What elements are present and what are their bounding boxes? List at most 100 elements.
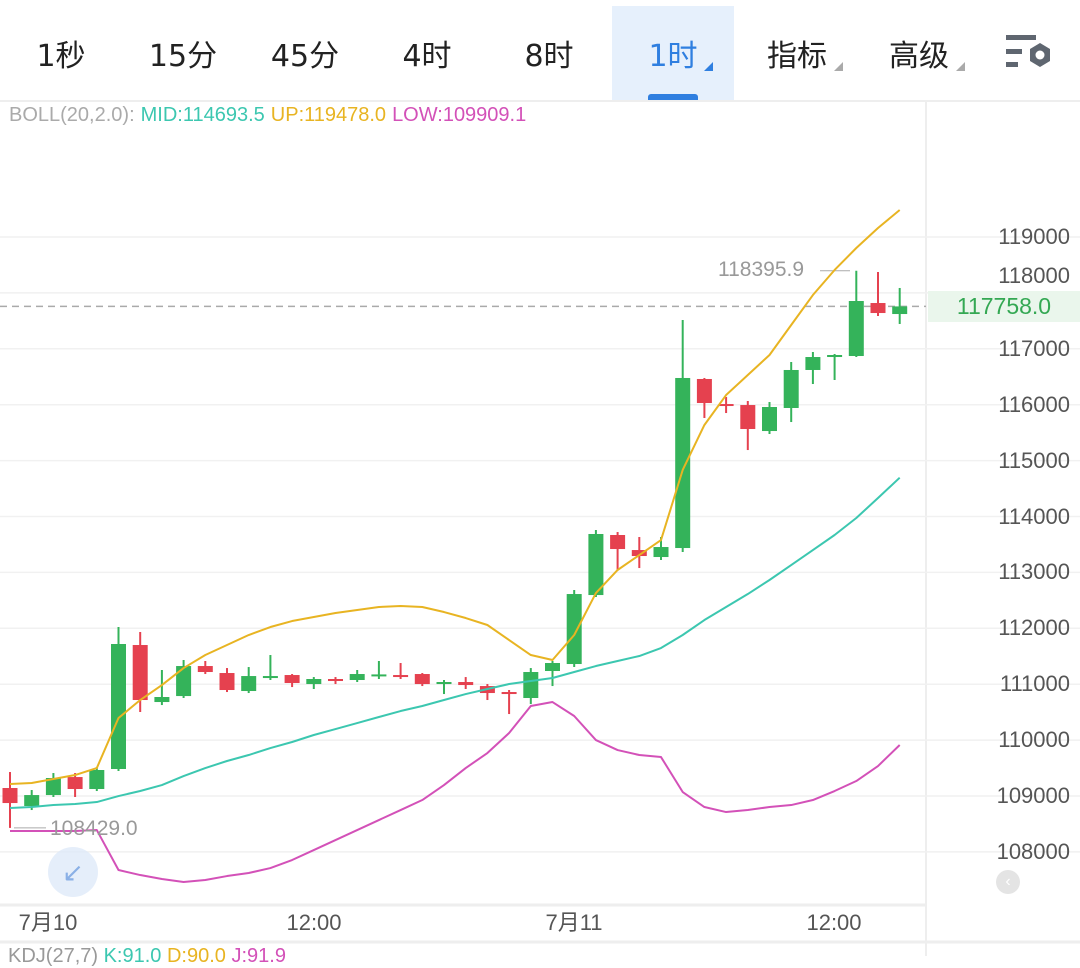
price-tick: 113000 (998, 559, 1070, 585)
candle-up (566, 594, 582, 665)
dropdown-triangle-icon (704, 62, 713, 71)
candle-up (436, 682, 452, 685)
boll-mid: MID:114693.5 (140, 104, 265, 126)
tab-label: 15分 (148, 39, 218, 74)
tab-8h[interactable]: 8时 (488, 6, 610, 100)
candle-down (414, 674, 430, 685)
candle-up (241, 676, 257, 692)
current-price-label: 117758.0 (928, 291, 1080, 322)
candle-down (2, 788, 18, 804)
boll-mid-line (9, 476, 901, 810)
candle-down (132, 645, 148, 701)
price-tick: 110000 (998, 727, 1070, 753)
candle-up (371, 674, 387, 677)
tab-label: 8时 (524, 39, 574, 74)
tab-15m[interactable]: 15分 (122, 6, 244, 100)
candle-down (696, 378, 712, 404)
candle-down (67, 777, 83, 790)
tab-label: 45分 (270, 39, 340, 74)
price-tick: 118000 (998, 263, 1070, 288)
price-tick: 111000 (999, 671, 1070, 697)
tab-1h[interactable]: 1时 (612, 6, 734, 100)
time-label: 12:00 (806, 910, 862, 935)
boll-low: LOW:109909.1 (392, 104, 527, 126)
candle-up (892, 306, 908, 315)
candle-up (306, 679, 322, 685)
dropdown-triangle-icon (834, 62, 843, 71)
kdj-label: KDJ(27,7) (8, 945, 99, 967)
kdj-j: J:91.9 (231, 945, 286, 967)
candle-down (631, 550, 647, 557)
time-label: 12:00 (286, 910, 342, 935)
tab-label: 指标 (767, 39, 827, 74)
time-label: 7月10 (18, 910, 78, 935)
tab-45m[interactable]: 45分 (244, 6, 366, 100)
candle-up (523, 672, 539, 699)
tab-4h[interactable]: 4时 (366, 6, 488, 100)
tab-label: 1时 (648, 39, 698, 74)
kdj-legend: KDJ(27,7) K:91.0 D:90.0 J:91.9 (8, 944, 286, 968)
selected-indicator (648, 94, 698, 100)
tab-advanced[interactable]: 高级 (858, 6, 980, 100)
tab-1s[interactable]: 1秒 (0, 6, 122, 100)
chart-settings-icon[interactable] (1004, 32, 1054, 72)
dropdown-triangle-icon (956, 62, 965, 71)
candle-down (740, 405, 756, 430)
tab-label: 高级 (889, 39, 949, 74)
boll-legend: BOLL(20,2.0): MID:114693.5 UP:119478.0 LOW:… (9, 104, 532, 127)
candle-up (783, 369, 799, 408)
candle-down (197, 666, 213, 673)
arrow-down-left-icon: ↙ (62, 856, 84, 887)
boll-up: UP:119478.0 (270, 104, 387, 126)
boll-low-line (10, 701, 901, 884)
candle-up (848, 301, 864, 357)
candle-down (501, 692, 517, 695)
candle-up (89, 770, 105, 790)
candle-down (284, 675, 300, 684)
candle-up (111, 644, 126, 770)
tab-label: 4时 (402, 39, 452, 74)
price-tick: 115000 (998, 447, 1070, 473)
time-label: 7月11 (545, 910, 603, 935)
price-tick: 119000 (998, 224, 1070, 249)
kdj-d: D:90.0 (166, 945, 226, 967)
price-tick: 117000 (998, 335, 1070, 361)
candle-up (827, 355, 843, 358)
candle-down (219, 673, 235, 691)
candle-up (762, 406, 777, 432)
high-price-marker: 118395.9 (718, 258, 805, 281)
candle-down (458, 682, 474, 686)
back-to-latest-button[interactable]: ↙ (48, 847, 98, 897)
candle-down (393, 675, 409, 678)
chevron-left-icon: ‹ (1005, 873, 1011, 890)
candle-up (154, 697, 170, 703)
candle-up (45, 778, 61, 796)
candle-up (675, 377, 691, 549)
tab-label: 1秒 (36, 39, 86, 74)
candle-up (653, 547, 669, 558)
low-price-marker: 108429.0 (50, 817, 138, 840)
boll-up-line (9, 209, 901, 786)
candle-up (805, 357, 821, 370)
candle-down (718, 404, 734, 407)
candle-up (349, 674, 365, 681)
candle-up (545, 663, 560, 672)
candle-up (588, 533, 604, 596)
scroll-left-button[interactable]: ‹ (996, 870, 1020, 894)
kdj-k: K:91.0 (103, 945, 162, 967)
price-tick: 114000 (998, 503, 1070, 529)
candle-down (870, 303, 886, 314)
timeframe-tabs: 1秒 15分 45分 4时 8时 1时 指标 高级 (0, 0, 1080, 100)
tab-indicators[interactable]: 指标 (736, 6, 858, 100)
candle-up (24, 795, 40, 807)
price-tick: 109000 (996, 783, 1070, 808)
price-tick: 116000 (998, 391, 1070, 417)
candle-down (328, 679, 343, 682)
candle-up (262, 676, 278, 679)
boll-label: BOLL(20,2.0): (9, 104, 135, 126)
candle-down (610, 535, 626, 550)
candle-up (176, 666, 192, 697)
price-tick: 112000 (998, 615, 1070, 641)
price-tick: 108000 (996, 838, 1070, 864)
